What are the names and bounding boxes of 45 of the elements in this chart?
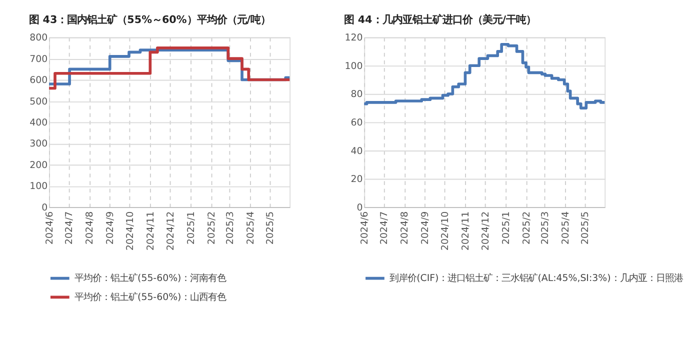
- y-tick-label: 80: [350, 89, 363, 100]
- x-tick-label: 2025/5: [580, 211, 592, 245]
- y-tick-label: 120: [344, 32, 363, 44]
- y-tick-label: 60: [350, 118, 363, 129]
- x-tick-label: 2024/9: [105, 211, 116, 245]
- legend-label: 平均价：铝土矿(55-60%)：山西有色: [74, 292, 226, 304]
- x-tick-label: 2025/3: [540, 211, 551, 245]
- x-tick-label: 2025/1: [500, 211, 512, 245]
- y-tick-label: 40: [350, 146, 363, 157]
- chart-title: 图 43：国内铝土矿（55%～60%）平均价（元/吨）: [29, 14, 271, 26]
- x-tick-label: 2025/3: [224, 211, 236, 245]
- y-tick-label: 800: [30, 32, 48, 44]
- x-tick-label: 2024/10: [124, 211, 136, 251]
- x-tick-label: 2024/8: [84, 211, 96, 245]
- y-tick-label: 200: [30, 160, 48, 171]
- x-tick-label: 2024/11: [460, 211, 472, 251]
- y-tick-label: 500: [30, 96, 48, 108]
- x-tick-label: 2025/4: [245, 211, 256, 245]
- y-tick-label: 700: [30, 54, 48, 65]
- x-tick-label: 2024/12: [480, 211, 492, 251]
- x-tick-label: 2024/6: [44, 211, 56, 245]
- x-tick-label: 2024/10: [440, 211, 452, 251]
- x-tick-label: 2025/4: [560, 211, 572, 245]
- y-tick-label: 400: [30, 118, 48, 129]
- y-tick-label: 100: [30, 181, 48, 192]
- x-tick-label: 2024/8: [400, 211, 411, 245]
- x-tick-label: 2024/11: [145, 211, 156, 251]
- legend-label: 平均价：铝土矿(55-60%)：河南有色: [74, 273, 226, 284]
- x-tick-label: 2025/5: [265, 211, 276, 245]
- x-tick-label: 2025/2: [206, 211, 218, 245]
- x-tick-label: 2024/12: [165, 211, 176, 251]
- x-tick-label: 2024/6: [359, 211, 370, 245]
- y-tick-label: 0: [356, 202, 363, 214]
- x-tick-label: 2024/9: [420, 211, 432, 245]
- x-tick-label: 2024/7: [64, 211, 76, 245]
- y-tick-label: 100: [344, 60, 363, 72]
- y-tick-label: 600: [30, 75, 48, 86]
- x-tick-label: 2024/7: [379, 211, 390, 245]
- chart-title: 图 44：几内亚铝土矿进口价（美元/干吨）: [344, 14, 536, 26]
- x-tick-label: 2025/1: [186, 211, 197, 245]
- y-tick-label: 0: [42, 202, 48, 214]
- legend-label: 到岸价(CIF)：进口铝土矿：三水铝矿(AL:45%,SI:3%)：几内亚：日照港: [390, 273, 683, 284]
- y-tick-label: 20: [350, 174, 363, 186]
- y-tick-label: 300: [30, 138, 48, 150]
- x-tick-label: 2025/2: [521, 211, 532, 245]
